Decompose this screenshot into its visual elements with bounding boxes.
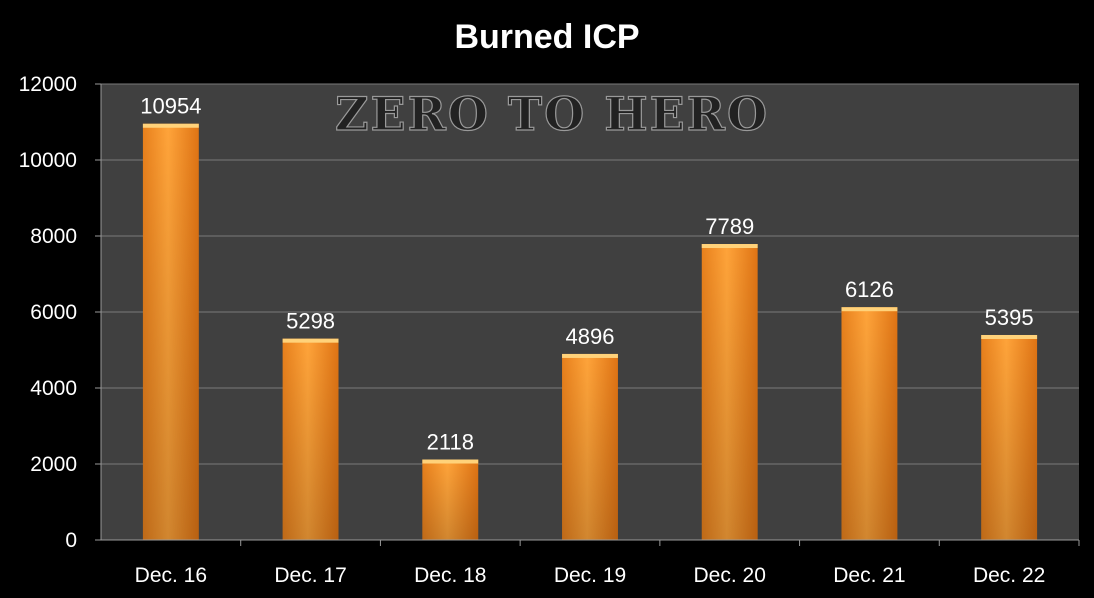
y-tick-label: 10000 [19, 149, 77, 172]
y-tick-label: 6000 [30, 301, 77, 324]
x-category-label: Dec. 20 [694, 564, 766, 587]
data-label: 4896 [566, 324, 615, 349]
x-category-label: Dec. 18 [414, 564, 486, 587]
x-category-label: Dec. 19 [554, 564, 626, 587]
bar-shade [981, 334, 1038, 540]
bar-dec-17 [282, 338, 339, 540]
bar-cap [422, 459, 479, 464]
x-category-label: Dec. 17 [274, 564, 346, 587]
bar-dec-20 [701, 244, 758, 540]
y-tick-label: 2000 [30, 453, 77, 476]
x-category-label: Dec. 16 [135, 564, 207, 587]
data-label: 5298 [286, 309, 335, 334]
bar-shade [562, 353, 618, 540]
bar-cap [142, 123, 199, 128]
x-category-label: Dec. 22 [973, 564, 1045, 587]
data-labels: 10954 5298 2118 4896 7789 6126 5395 [140, 94, 1033, 455]
bar-dec-19 [562, 353, 618, 540]
x-category-label: Dec. 21 [833, 564, 905, 587]
y-tick-label: 4000 [30, 377, 77, 400]
bar-shade [422, 459, 479, 540]
y-tick-label: 12000 [19, 73, 77, 96]
chart-title: Burned ICP [454, 18, 639, 56]
bar-dec-16 [142, 123, 199, 541]
bar-dec-18 [422, 459, 479, 540]
bar-shade [701, 244, 758, 540]
data-label: 7789 [705, 214, 754, 239]
bar-shade [142, 123, 199, 541]
y-tick-label: 0 [65, 529, 77, 552]
bar-cap [701, 244, 758, 249]
y-axis-ticks: 0 2000 4000 6000 8000 10000 12000 [19, 73, 101, 552]
data-label: 2118 [427, 430, 474, 455]
bar-dec-21 [841, 307, 898, 540]
bar-cap [981, 334, 1038, 339]
bars [142, 123, 1038, 541]
bar-shade [841, 307, 898, 540]
bar-dec-22 [981, 334, 1038, 540]
y-tick-label: 8000 [30, 225, 77, 248]
data-label: 10954 [140, 94, 201, 119]
x-axis-categories: Dec. 16 Dec. 17 Dec. 18 Dec. 19 Dec. 20 Dec. … [135, 540, 1080, 587]
chart-annotation: ZERO TO HERO [335, 87, 769, 141]
bar-shade [282, 338, 339, 540]
bar-cap [282, 338, 339, 343]
bar-cap [562, 353, 618, 358]
data-label: 5395 [985, 305, 1034, 330]
data-label: 6126 [845, 277, 894, 302]
bar-cap [841, 307, 898, 312]
